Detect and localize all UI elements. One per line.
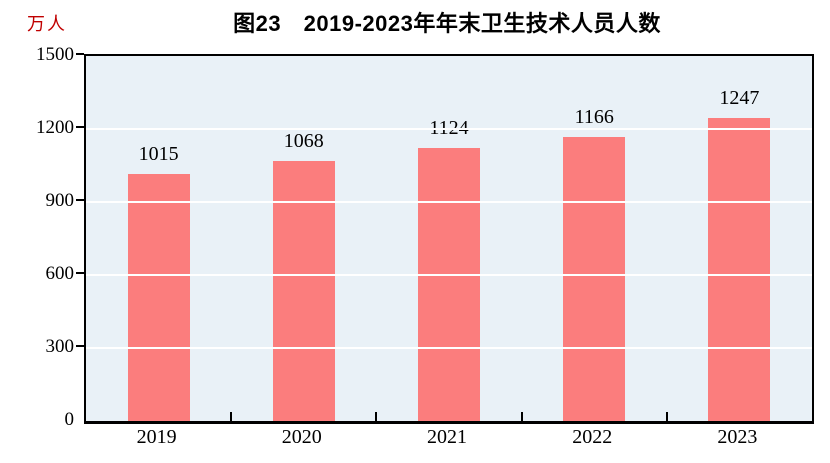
x-tick-label-2021: 2021 [426, 426, 467, 448]
y-tick-label-0: 0 [64, 409, 75, 430]
x-tick-label-2019: 2019 [136, 426, 177, 448]
y-tick-label-1500: 1500 [36, 44, 74, 65]
bar-zone-2021: 1124 [376, 56, 521, 421]
y-tick-mark-1200 [76, 126, 84, 128]
bar-2022 [563, 137, 626, 421]
bar-zone-2020: 1068 [231, 56, 376, 421]
gridline-600 [86, 274, 812, 276]
bar-2021 [418, 147, 480, 421]
y-tick-mark-900 [76, 199, 84, 201]
bar-series: 1015 1068 1124 1166 1247 [86, 56, 812, 421]
bar-value-label-2023: 1247 [719, 86, 760, 109]
y-tick-label-1200: 1200 [36, 117, 74, 138]
plot-area: 1015 1068 1124 1166 1247 [84, 54, 814, 424]
y-tick-label-900: 900 [45, 190, 75, 211]
bar-zone-2022: 1166 [522, 56, 667, 421]
bar-2019 [127, 174, 190, 421]
bar-value-label-2020: 1068 [283, 130, 324, 153]
bar-2023 [708, 117, 771, 421]
x-tick-mark-2 [375, 412, 378, 421]
bar-zone-2019: 1015 [86, 56, 231, 421]
x-tick-label-2022: 2022 [572, 426, 613, 448]
bar-value-label-2019: 1015 [138, 143, 179, 166]
y-tick-mark-300 [76, 345, 84, 347]
y-tick-mark-1500 [76, 53, 84, 55]
y-axis-unit-label: 万人 [27, 14, 67, 34]
bar-2020 [272, 161, 335, 421]
gridline-900 [86, 201, 812, 203]
x-tick-mark-4 [665, 412, 668, 421]
gridline-300 [86, 347, 812, 349]
y-tick-label-300: 300 [45, 336, 75, 357]
bar-zone-2023: 1247 [667, 56, 812, 421]
x-tick-label-2020: 2020 [281, 426, 322, 448]
y-tick-mark-600 [76, 272, 84, 274]
bar-value-label-2022: 1166 [574, 106, 614, 129]
x-tick-mark-1 [230, 412, 233, 421]
bar-value-label-2021: 1124 [429, 116, 469, 139]
gridline-1200 [86, 128, 812, 130]
chart-title: 图23 2019-2023年年末卫生技术人员人数 [233, 11, 661, 36]
x-tick-mark-3 [520, 412, 523, 421]
y-tick-label-600: 600 [45, 263, 75, 284]
x-tick-label-2023: 2023 [717, 426, 758, 448]
